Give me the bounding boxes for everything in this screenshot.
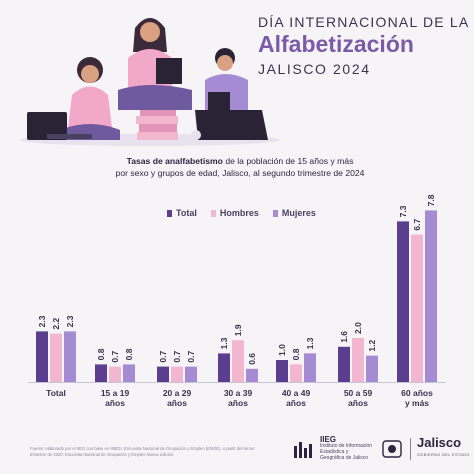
bar-total-6 bbox=[397, 221, 409, 382]
bar-hombres-4 bbox=[290, 364, 302, 382]
readers-illustration bbox=[20, 18, 280, 146]
bar-hombres-6 bbox=[411, 234, 423, 382]
bar-hombres-1 bbox=[109, 366, 121, 382]
chart-subtitle: Tasas de analfabetismo de la población d… bbox=[60, 155, 420, 179]
jalisco-sub: GOBIERNO DEL ESTADO bbox=[417, 453, 470, 457]
bar-total-3 bbox=[218, 353, 230, 382]
bar-total-5 bbox=[338, 346, 350, 382]
subtitle-bold: Tasas de analfabetismo bbox=[126, 156, 223, 166]
bar-mujeres-3 bbox=[246, 368, 258, 382]
category-label-2-1: años bbox=[167, 398, 187, 408]
category-label-3-0: 30 a 39 bbox=[224, 388, 253, 398]
bar-mujeres-1 bbox=[123, 364, 135, 382]
legend-swatch-mujeres bbox=[272, 209, 278, 217]
legend-swatch-hombres bbox=[210, 209, 216, 217]
legend-item-hombres: Hombres bbox=[210, 208, 259, 218]
subtitle-rest: de la población de 15 años y más bbox=[222, 156, 354, 166]
bar-hombres-5 bbox=[352, 338, 364, 382]
data-label-hombres-4: 0.8 bbox=[291, 348, 301, 360]
data-label-hombres-2: 0.7 bbox=[172, 351, 182, 363]
header-title: Alfabetización bbox=[258, 31, 414, 57]
category-label-6-0: 60 años bbox=[401, 388, 433, 398]
bar-total-4 bbox=[276, 360, 288, 382]
bar-total-2 bbox=[157, 366, 169, 382]
tablet-icon bbox=[208, 92, 230, 110]
data-label-total-5: 1.6 bbox=[339, 331, 349, 343]
header-line1: DÍA INTERNACIONAL DE LA bbox=[258, 14, 470, 30]
data-label-total-0: 2.3 bbox=[37, 315, 47, 327]
data-label-hombres-1: 0.7 bbox=[110, 351, 120, 363]
book-icon bbox=[156, 58, 182, 84]
header-line3: JALISCO 2024 bbox=[258, 61, 371, 77]
data-label-mujeres-3: 0.6 bbox=[247, 353, 257, 365]
jalisco-logo: Jalisco GOBIERNO DEL ESTADO bbox=[417, 435, 470, 461]
legend-item-total: Total bbox=[167, 208, 197, 218]
category-label-1-1: años bbox=[105, 398, 125, 408]
source-note: Fuente: elaborado por el IIEG con base e… bbox=[30, 446, 255, 457]
data-label-hombres-5: 2.0 bbox=[353, 322, 363, 334]
category-label-2-0: 20 a 29 bbox=[163, 388, 192, 398]
data-label-mujeres-2: 0.7 bbox=[186, 351, 196, 363]
bar-mujeres-0 bbox=[64, 331, 76, 382]
chart-legend: Total Hombres Mujeres bbox=[167, 208, 316, 218]
iieg-short: IIEG bbox=[320, 435, 337, 444]
data-label-hombres-0: 2.2 bbox=[51, 318, 61, 330]
bar-hombres-2 bbox=[171, 366, 183, 382]
footer-divider bbox=[410, 438, 411, 460]
bar-mujeres-6 bbox=[425, 210, 437, 382]
category-label-5-0: 50 a 59 bbox=[344, 388, 373, 398]
category-label-0-0: Total bbox=[46, 388, 66, 398]
bar-total-1 bbox=[95, 364, 107, 382]
category-label-6-1: y más bbox=[405, 398, 429, 408]
iieg-logo-icon bbox=[294, 442, 312, 458]
data-label-total-2: 0.7 bbox=[158, 351, 168, 363]
left-girl-body bbox=[68, 86, 112, 128]
jalisco-seal-icon bbox=[382, 440, 402, 458]
bar-hombres-3 bbox=[232, 340, 244, 382]
bar-mujeres-2 bbox=[185, 366, 197, 382]
iieg-label: IIEG Instituto de Información Estadístic… bbox=[320, 435, 374, 462]
data-label-total-3: 1.3 bbox=[219, 337, 229, 349]
bar-mujeres-4 bbox=[304, 353, 316, 382]
legend-label-hombres: Hombres bbox=[219, 208, 259, 218]
laptop-icon bbox=[27, 112, 67, 140]
data-label-hombres-3: 1.9 bbox=[233, 324, 243, 336]
category-label-5-1: años bbox=[348, 398, 368, 408]
data-label-total-4: 1.0 bbox=[277, 344, 287, 356]
data-label-mujeres-6: 7.8 bbox=[426, 194, 436, 206]
data-label-mujeres-4: 1.3 bbox=[305, 337, 315, 349]
bar-total-0 bbox=[36, 331, 48, 382]
category-label-1-0: 15 a 19 bbox=[101, 388, 130, 398]
category-label-4-0: 40 a 49 bbox=[282, 388, 311, 398]
category-label-3-1: años bbox=[228, 398, 248, 408]
jalisco-word: Jalisco bbox=[417, 435, 462, 450]
bar-hombres-0 bbox=[50, 333, 62, 382]
iieg-long: Instituto de Información Estadística y G… bbox=[320, 443, 372, 461]
legend-label-total: Total bbox=[176, 208, 197, 218]
footer-logos: IIEG Instituto de Información Estadístic… bbox=[292, 436, 470, 462]
data-label-total-6: 7.3 bbox=[398, 205, 408, 217]
bar-mujeres-5 bbox=[366, 355, 378, 382]
data-label-mujeres-5: 1.2 bbox=[367, 340, 377, 352]
category-label-4-1: años bbox=[286, 398, 306, 408]
legend-item-mujeres: Mujeres bbox=[272, 208, 316, 218]
data-label-mujeres-0: 2.3 bbox=[65, 315, 75, 327]
subtitle-line2: por sexo y grupos de edad, Jalisco, al s… bbox=[115, 168, 365, 178]
legend-swatch-total bbox=[167, 209, 172, 217]
data-label-mujeres-1: 0.8 bbox=[124, 348, 134, 360]
data-label-hombres-6: 6.7 bbox=[412, 219, 422, 231]
data-label-total-1: 0.8 bbox=[96, 348, 106, 360]
legend-label-mujeres: Mujeres bbox=[281, 208, 316, 218]
